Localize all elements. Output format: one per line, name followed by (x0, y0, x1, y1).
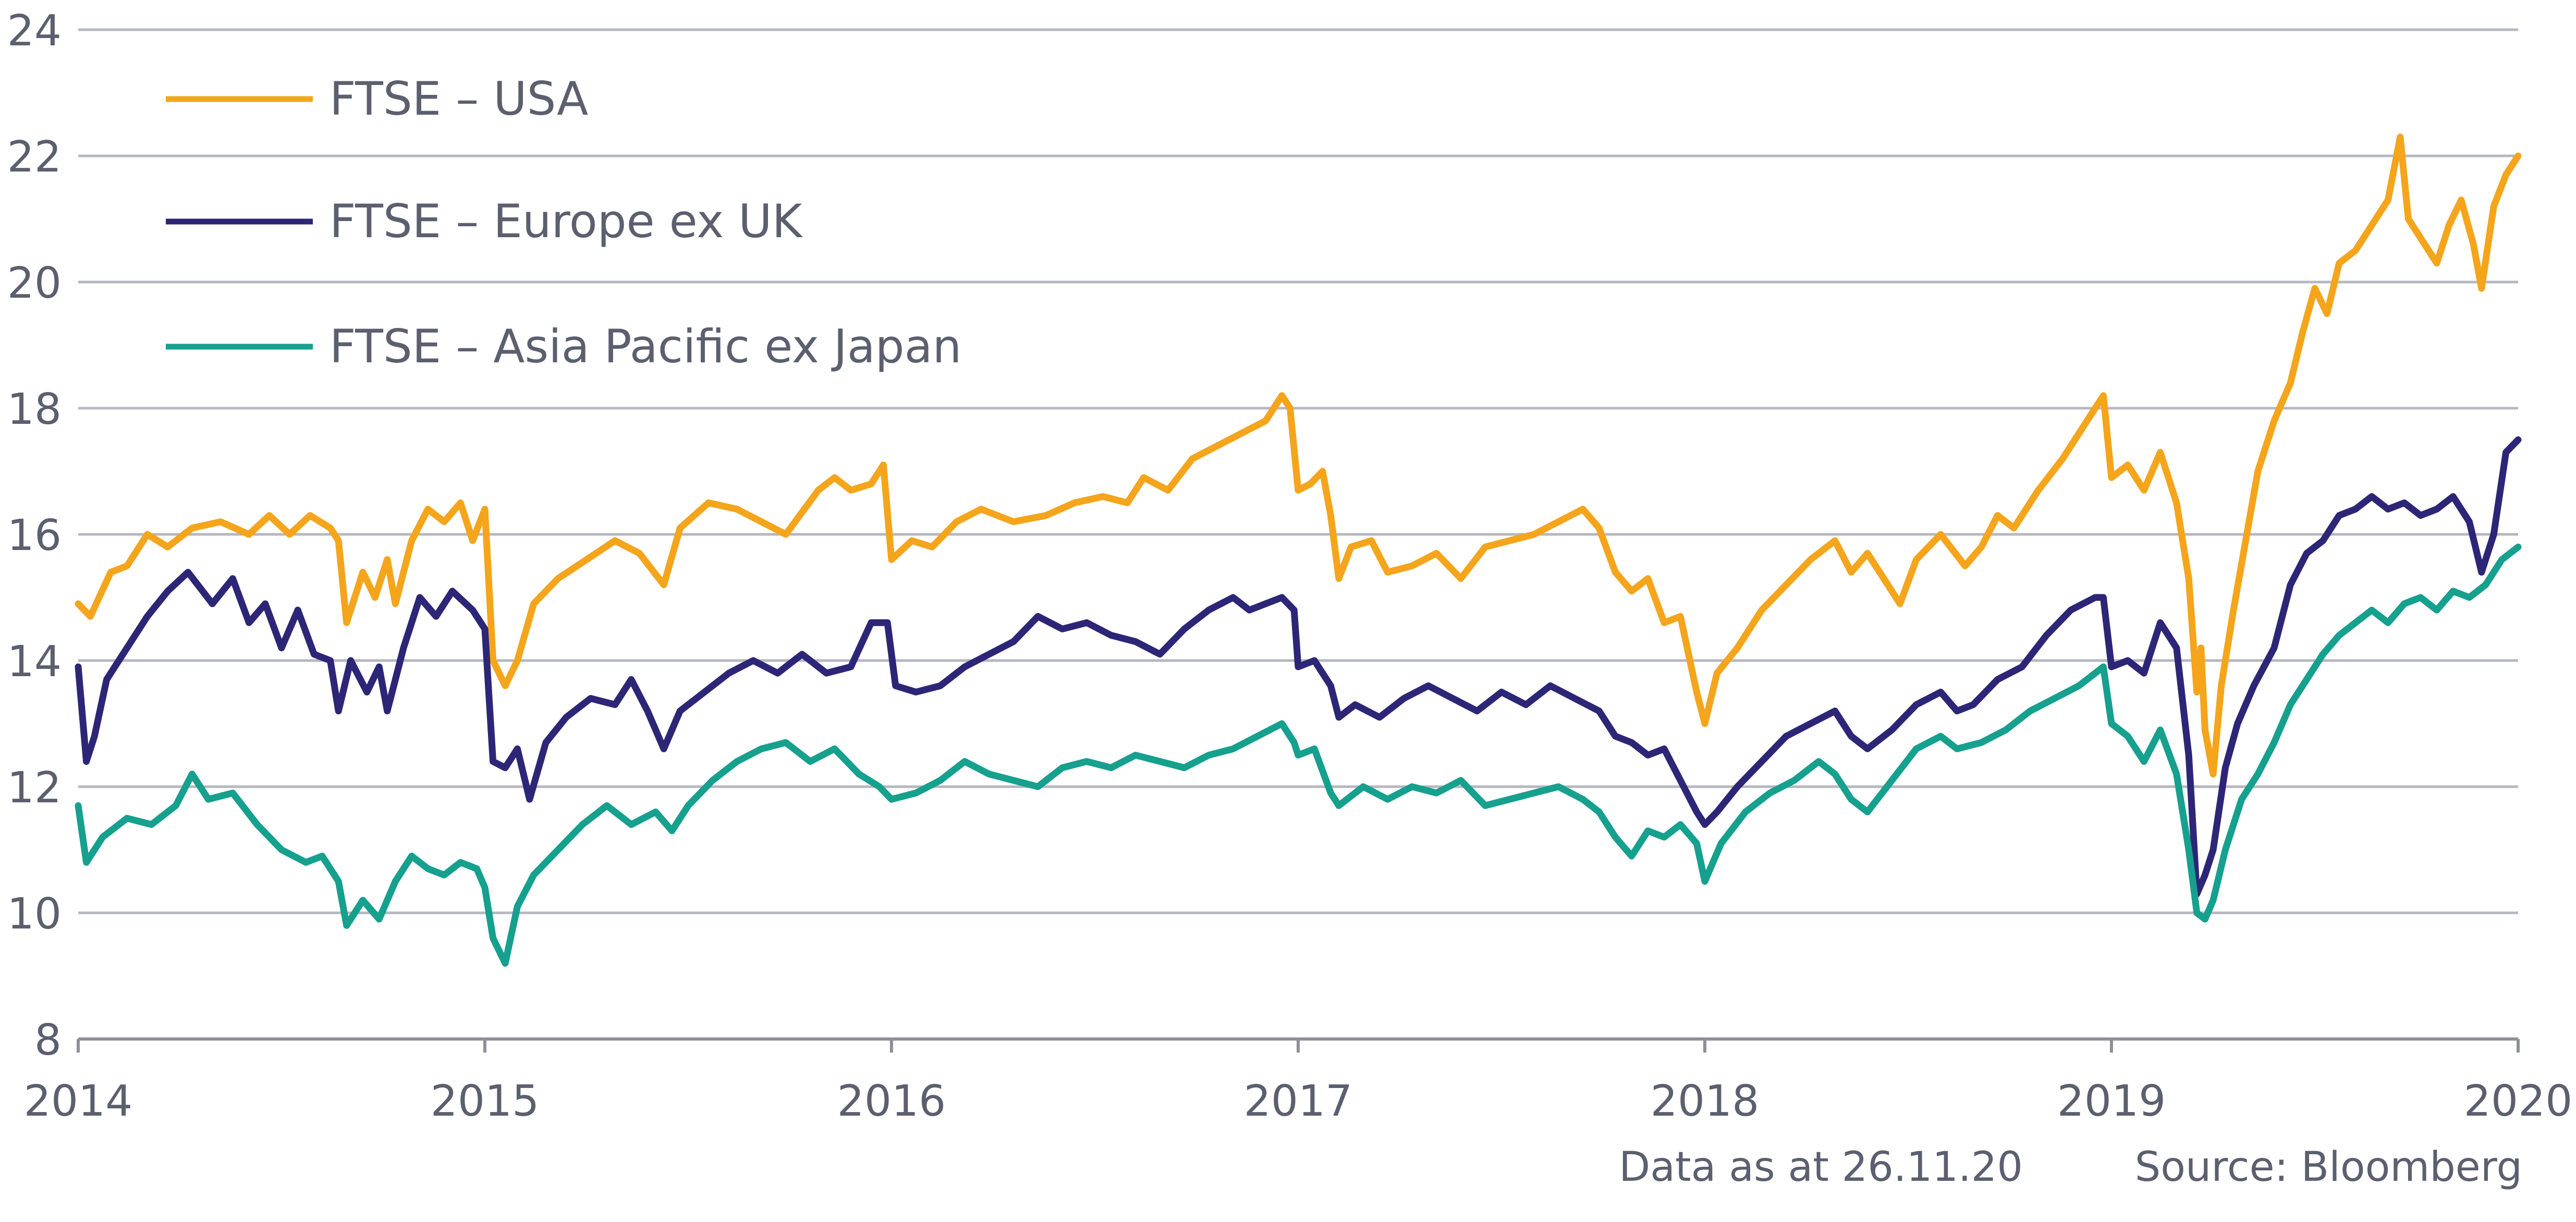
series-line-1 (75, 133, 2522, 778)
y-tick-labels: 8 10 12 14 16 18 20 22 24 (7, 6, 62, 1065)
x-tick-label: 2019 (2057, 1077, 2166, 1126)
axes (77, 1037, 2520, 1053)
x-tick-label: 2015 (431, 1077, 540, 1126)
y-tick-label: 8 (34, 1016, 62, 1065)
legend-label: FTSE – Asia Pacific ex Japan (329, 320, 961, 373)
y-tick-label: 20 (7, 259, 62, 308)
y-tick-label: 16 (7, 511, 62, 560)
y-tick-label: 22 (7, 132, 62, 182)
series-line-2 (75, 436, 2522, 898)
y-tick-label: 12 (7, 763, 62, 813)
x-tick-label: 2016 (837, 1077, 946, 1126)
y-tick-label: 10 (7, 889, 62, 939)
x-tick-label: 2014 (24, 1077, 133, 1126)
x-tick-label: 2020 (2464, 1077, 2573, 1126)
legend-label: FTSE – Europe ex UK (329, 194, 803, 248)
x-tick-label: 2018 (1651, 1077, 1760, 1126)
series-lines (75, 133, 2522, 967)
x-tick-label: 2017 (1244, 1077, 1353, 1126)
footnote: Data as at 26.11.20 Source: Bloomberg (1619, 1144, 2522, 1191)
source-note: Source: Bloomberg (2135, 1144, 2522, 1191)
series-line-3 (75, 543, 2522, 967)
y-tick-label: 14 (7, 637, 62, 687)
legend: FTSE – USA FTSE – Europe ex UK FTSE – Asia… (166, 72, 961, 373)
y-tick-label: 18 (7, 385, 62, 434)
y-tick-label: 24 (7, 6, 62, 56)
x-tick-labels: 2014 2015 2016 2017 2018 2019 2020 (24, 1077, 2573, 1126)
legend-label: FTSE – USA (329, 72, 588, 126)
data-date-note: Data as at 26.11.20 (1619, 1144, 2023, 1191)
